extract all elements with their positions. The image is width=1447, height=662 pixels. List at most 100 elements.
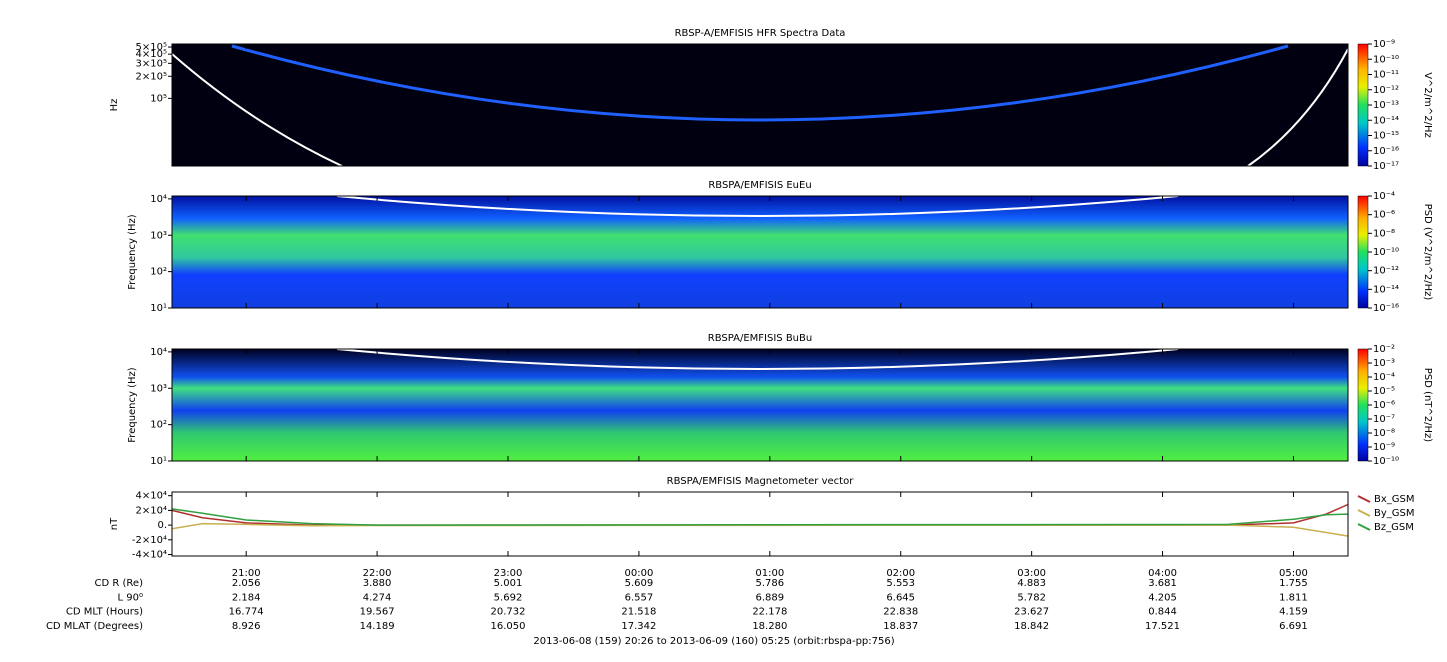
ephemeris-value: 4.205 — [1148, 592, 1177, 603]
colorbar-tick-label: 10⁻⁴ — [1373, 191, 1395, 202]
ephemeris-value: 22.838 — [883, 607, 918, 618]
x-tick-label: 05:00 — [1279, 568, 1308, 579]
ephemeris-value: 22.178 — [752, 607, 787, 618]
x-tick-label: 22:00 — [363, 568, 392, 579]
legend-swatch — [1357, 495, 1371, 503]
legend-swatch — [1357, 523, 1371, 531]
colorbar — [1357, 43, 1369, 167]
y-axis-label: Hz — [109, 99, 120, 112]
y-tick-label: 5×10⁵ — [136, 42, 167, 53]
y-tick-label: 4×10⁵ — [136, 49, 167, 60]
ephemeris-value: 1.811 — [1279, 592, 1308, 603]
ephemeris-value: 5.609 — [625, 578, 654, 589]
colorbar-tick-label: 10⁻⁶ — [1373, 400, 1395, 411]
y-axis-label: nT — [109, 517, 120, 530]
y-tick-label: 10¹ — [150, 456, 167, 467]
cyclotron-line — [336, 348, 1179, 370]
y-tick-label: 2×10⁴ — [136, 505, 167, 516]
y-tick-label: 2×10⁵ — [136, 71, 167, 82]
colorbar-tick-label: 10⁻¹⁶ — [1373, 146, 1399, 157]
y-tick-label: 10¹ — [150, 303, 167, 314]
y-tick-label: 0. — [157, 520, 167, 531]
y-tick-label: 10⁴ — [150, 194, 167, 205]
colorbar-tick-label: 10⁻¹³ — [1373, 100, 1399, 111]
ephemeris-value: 5.001 — [494, 578, 523, 589]
y-tick-label: -4×10⁴ — [132, 550, 167, 561]
colorbar-tick-label: 10⁻⁵ — [1373, 386, 1395, 397]
ephemeris-value: 5.786 — [755, 578, 784, 589]
ephemeris-value: 4.883 — [1017, 578, 1046, 589]
ephemeris-label: CD MLT (Hours) — [66, 607, 143, 618]
colorbar-tick-label: 10⁻¹⁰ — [1373, 54, 1399, 65]
ephemeris-value: 4.159 — [1279, 607, 1308, 618]
legend-swatch — [1357, 509, 1371, 517]
panel-title: RBSPA/EMFISIS EuEu — [708, 180, 811, 191]
panel-title: RBSP-A/EMFISIS HFR Spectra Data — [675, 28, 846, 39]
colorbar-tick-label: 10⁻¹⁴ — [1373, 115, 1399, 126]
ephemeris-value: 2.056 — [232, 578, 261, 589]
colorbar — [1357, 348, 1369, 462]
y-axis-label: Frequency (Hz) — [127, 214, 138, 290]
series-line — [171, 508, 1349, 526]
ephemeris-value: 18.842 — [1014, 621, 1049, 632]
spectrogram-image — [172, 44, 1348, 166]
colorbar-tick-label: 10⁻¹⁵ — [1373, 131, 1399, 142]
colorbar-tick-label: 10⁻⁷ — [1373, 414, 1395, 425]
colorbar-label: PSD (V^2/m^2/Hz) — [1422, 204, 1433, 301]
colorbar-tick-label: 10⁻³ — [1373, 358, 1395, 369]
spectrogram-image — [172, 349, 1348, 461]
y-tick-label: 10³ — [150, 230, 167, 241]
ephemeris-value: 14.189 — [360, 621, 395, 632]
x-tick-label: 00:00 — [624, 568, 653, 579]
spectrogram-image — [172, 196, 1348, 308]
x-tick-label: 23:00 — [494, 568, 523, 579]
ephemeris-value: 6.691 — [1279, 621, 1308, 632]
plasma-line — [1247, 48, 1349, 167]
ephemeris-value: 17.342 — [621, 621, 656, 632]
colorbar-label: V^2/m^2/Hz — [1422, 72, 1433, 138]
ephemeris-value: 4.274 — [363, 592, 392, 603]
ephemeris-value: 5.553 — [886, 578, 915, 589]
y-tick-label: 10² — [150, 420, 167, 431]
ephemeris-value: 2.184 — [232, 592, 261, 603]
panel-title: RBSPA/EMFISIS Magnetometer vector — [667, 476, 855, 487]
ephemeris-value: 6.889 — [755, 592, 784, 603]
ephemeris-value: 1.755 — [1279, 578, 1308, 589]
colorbar-tick-label: 10⁻² — [1373, 344, 1395, 355]
colorbar-tick-label: 10⁻¹¹ — [1373, 70, 1399, 81]
colorbar-tick-label: 10⁻⁸ — [1373, 428, 1395, 439]
ephemeris-value: 16.774 — [229, 607, 264, 618]
ephemeris-value: 16.050 — [491, 621, 526, 632]
x-tick-label: 21:00 — [232, 568, 261, 579]
y-tick-label: 10² — [150, 267, 167, 278]
y-tick-label: 3×10⁵ — [136, 58, 167, 69]
ephemeris-label: CD R (Re) — [95, 578, 144, 589]
x-tick-label: 02:00 — [886, 568, 915, 579]
x-tick-label: 04:00 — [1148, 568, 1177, 579]
ephemeris-value: 19.567 — [360, 607, 395, 618]
panel-frame — [171, 348, 1349, 462]
ephemeris-value: 6.645 — [886, 592, 915, 603]
ephemeris-value: 3.681 — [1148, 578, 1177, 589]
colorbar-tick-label: 10⁻¹² — [1373, 85, 1399, 96]
colorbar-tick-label: 10⁻¹² — [1373, 266, 1399, 277]
x-tick-label: 03:00 — [1017, 568, 1046, 579]
density-trace — [231, 44, 1289, 122]
y-tick-label: -2×10⁴ — [132, 535, 167, 546]
colorbar-tick-label: 10⁻⁸ — [1373, 228, 1395, 239]
x-tick-label: 01:00 — [755, 568, 784, 579]
ephemeris-value: 23.627 — [1014, 607, 1049, 618]
y-tick-label: 10⁵ — [150, 93, 167, 104]
ephemeris-value: 18.280 — [752, 621, 787, 632]
footer: 2013-06-08 (159) 20:26 to 2013-06-09 (16… — [533, 636, 894, 647]
legend-label: Bx_GSM — [1374, 494, 1415, 505]
y-tick-label: 10⁴ — [150, 347, 167, 358]
colorbar-tick-label: 10⁻⁹ — [1373, 442, 1395, 453]
ephemeris-value: 0.844 — [1148, 607, 1177, 618]
panel-frame — [171, 195, 1349, 309]
colorbar-tick-label: 10⁻¹⁶ — [1373, 303, 1399, 314]
ephemeris-value: 17.521 — [1145, 621, 1180, 632]
colorbar-tick-label: 10⁻¹⁰ — [1373, 247, 1399, 258]
ephemeris-value: 3.880 — [363, 578, 392, 589]
